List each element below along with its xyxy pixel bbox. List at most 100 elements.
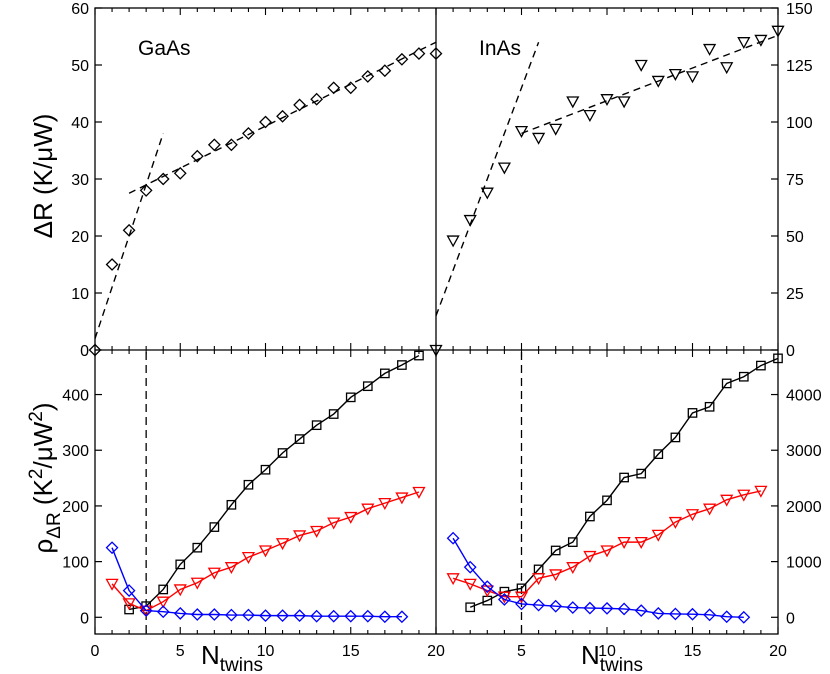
x-tick-label: 20 bbox=[427, 643, 445, 660]
y-tick-label: 30 bbox=[71, 172, 89, 189]
top-y-axis-title: ΔR (K/μW) bbox=[28, 114, 58, 239]
data-point bbox=[258, 545, 273, 558]
data-point bbox=[429, 47, 443, 61]
panel-top-left bbox=[88, 41, 443, 357]
data-point bbox=[122, 598, 136, 611]
data-point bbox=[327, 517, 341, 530]
data-point bbox=[243, 479, 254, 490]
data-point bbox=[600, 94, 614, 107]
data-point bbox=[190, 608, 204, 621]
data-point bbox=[207, 608, 221, 621]
y-tick-label: 4000 bbox=[786, 388, 822, 405]
data-point bbox=[122, 223, 136, 237]
data-point bbox=[585, 511, 595, 522]
x-tick-label: 10 bbox=[598, 643, 616, 660]
data-point bbox=[754, 485, 768, 498]
y-tick-label: 10 bbox=[71, 286, 89, 303]
y-tick-label: 3000 bbox=[786, 443, 822, 460]
series-line bbox=[452, 537, 744, 618]
y-tick-label: 400 bbox=[62, 388, 89, 405]
data-point bbox=[465, 602, 476, 613]
bottom-y-axis-title: ρΔR (K2/μW2) bbox=[26, 402, 65, 553]
data-point bbox=[566, 601, 580, 614]
data-point bbox=[686, 607, 699, 621]
y-tick-label: 150 bbox=[786, 1, 813, 18]
series-GaAs bbox=[88, 47, 443, 357]
panel-bottom-left bbox=[105, 350, 426, 634]
y-tick-label: 75 bbox=[786, 172, 804, 189]
data-point bbox=[242, 126, 255, 140]
axis-ticks: 0102030405060025507510012515001002003004… bbox=[62, 1, 821, 660]
data-point bbox=[721, 378, 732, 389]
data-point bbox=[771, 25, 785, 38]
data-point bbox=[124, 604, 134, 615]
data-point bbox=[532, 132, 546, 145]
data-point bbox=[139, 183, 153, 197]
data-point bbox=[224, 608, 238, 622]
data-point bbox=[549, 599, 563, 613]
y-tick-label: 0 bbox=[80, 610, 89, 627]
data-point bbox=[617, 602, 631, 616]
data-point bbox=[277, 448, 288, 458]
data-point bbox=[668, 68, 682, 81]
data-point bbox=[463, 560, 477, 574]
x-tick-label: 20 bbox=[769, 643, 787, 660]
data-point bbox=[634, 59, 648, 72]
data-point bbox=[668, 516, 682, 529]
data-point bbox=[209, 522, 220, 532]
data-point bbox=[344, 609, 358, 623]
data-point bbox=[259, 609, 272, 623]
data-point bbox=[395, 492, 409, 505]
y-tick-label: 0 bbox=[786, 343, 795, 360]
y-tick-label: 100 bbox=[786, 115, 813, 132]
data-point bbox=[583, 601, 597, 615]
data-point bbox=[294, 434, 305, 444]
data-point bbox=[583, 110, 597, 123]
data-point bbox=[619, 472, 629, 483]
data-point bbox=[311, 420, 322, 431]
data-point bbox=[105, 258, 119, 271]
data-point bbox=[310, 92, 324, 106]
data-point bbox=[634, 604, 648, 618]
y-tick-label: 60 bbox=[71, 1, 89, 18]
data-point bbox=[327, 81, 341, 95]
panel-frames bbox=[94, 7, 779, 635]
data-point bbox=[310, 609, 324, 623]
data-point bbox=[173, 166, 187, 180]
data-point bbox=[703, 43, 717, 56]
data-point bbox=[175, 559, 186, 570]
y-tick-label: 0 bbox=[786, 610, 795, 627]
data-layer bbox=[88, 25, 785, 634]
data-point bbox=[532, 573, 546, 586]
data-point bbox=[737, 37, 751, 50]
data-point bbox=[703, 608, 717, 622]
data-point bbox=[173, 584, 187, 597]
y-tick-label: 0 bbox=[80, 343, 89, 360]
data-point bbox=[361, 503, 375, 516]
x-tick-label: 10 bbox=[257, 643, 275, 660]
data-point bbox=[514, 125, 529, 138]
y-tick-label: 125 bbox=[786, 58, 813, 75]
data-point bbox=[293, 530, 307, 543]
series-squares bbox=[124, 350, 424, 615]
data-point bbox=[634, 536, 648, 549]
data-point bbox=[293, 98, 307, 112]
data-point bbox=[600, 601, 614, 615]
y-tick-label: 25 bbox=[786, 286, 804, 303]
x-tick-label: 5 bbox=[517, 643, 526, 660]
data-point bbox=[737, 610, 751, 624]
data-point bbox=[207, 567, 221, 580]
series-diamonds bbox=[446, 531, 751, 624]
data-point bbox=[566, 96, 580, 109]
data-point bbox=[515, 597, 528, 611]
data-point bbox=[566, 562, 580, 575]
series-diamonds bbox=[105, 541, 409, 624]
data-point bbox=[480, 580, 494, 594]
data-point bbox=[328, 409, 339, 419]
data-point bbox=[549, 569, 563, 582]
data-point bbox=[636, 468, 647, 479]
series-triangles bbox=[105, 486, 426, 618]
data-point bbox=[241, 552, 256, 565]
data-point bbox=[158, 584, 169, 595]
